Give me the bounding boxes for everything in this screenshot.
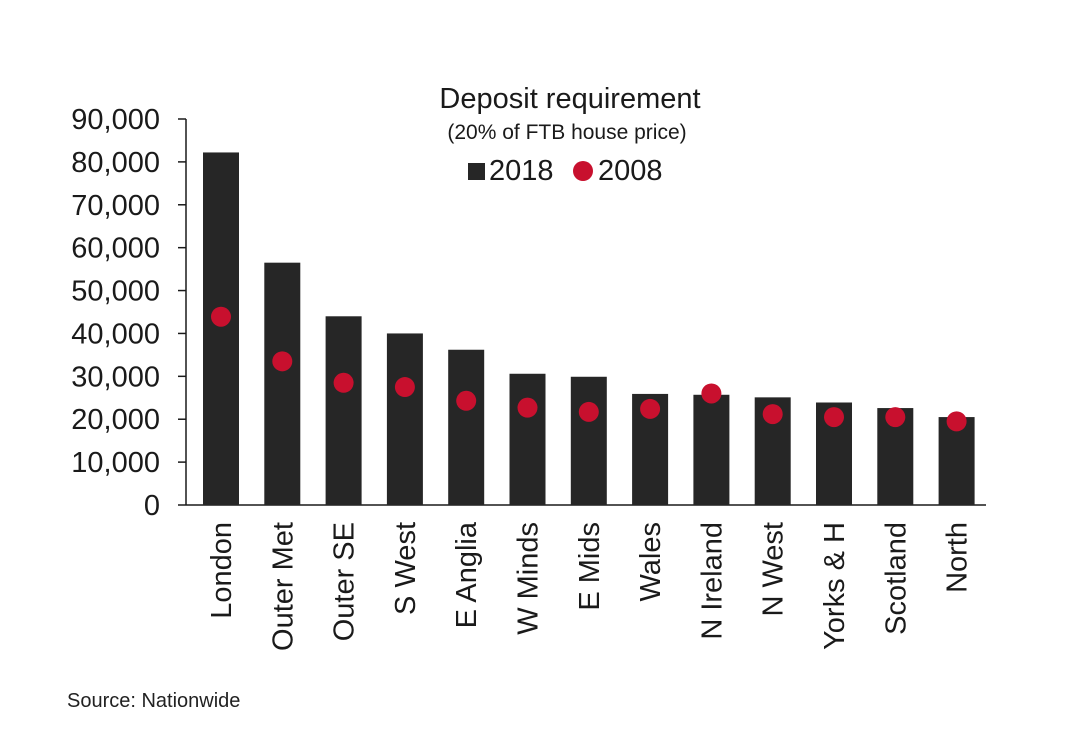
dot-2008 [762, 404, 783, 425]
dots-2008 [211, 306, 967, 432]
x-tick-label: North [942, 522, 974, 593]
x-tick-label: N Ireland [696, 522, 728, 640]
x-tick-label: Outer SE [329, 522, 361, 641]
dot-2008 [824, 407, 844, 428]
bar-2018 [264, 262, 301, 505]
x-tick-label: E Mids [574, 522, 606, 611]
y-tick-label: 50,000 [71, 276, 160, 308]
dot-2008 [578, 401, 599, 422]
x-tick-label: Scotland [880, 522, 912, 635]
x-tick-label: E Anglia [451, 521, 483, 628]
bar-2018 [203, 152, 239, 505]
dot-2008 [517, 397, 538, 418]
bar-2018 [325, 316, 362, 505]
dot-2008 [394, 377, 415, 398]
x-axis-labels: London Outer Met Outer SE S West E Anglia W M… [206, 521, 974, 651]
legend-label-2008: 2008 [598, 155, 663, 187]
legend: 2018 2008 [468, 155, 663, 187]
x-tick-label: Outer Met [267, 522, 299, 651]
dot-2008 [456, 390, 477, 411]
bar-2018 [509, 373, 546, 505]
bars-2018 [203, 152, 975, 505]
x-tick-label: London [206, 522, 238, 619]
dot-2008 [701, 383, 722, 404]
bar-2018 [448, 349, 485, 505]
y-tick-label: 60,000 [71, 233, 160, 265]
y-tick-label: 30,000 [71, 361, 160, 393]
bar-2018 [693, 394, 730, 505]
x-tick-label: S West [390, 522, 422, 615]
dot-2008 [333, 372, 354, 393]
chart-title: Deposit requirement [439, 83, 700, 115]
dot-2008 [640, 398, 661, 419]
legend-swatch-2018 [468, 163, 485, 180]
axes: 0 10,000 20,000 30,000 40,000 50,000 60,000 70,… [71, 104, 986, 522]
y-tick-label: 70,000 [71, 190, 160, 222]
x-tick-label: W Minds [513, 522, 545, 635]
x-tick-label: Yorks & H [819, 522, 851, 650]
dot-2008 [885, 407, 906, 428]
bar-2018 [570, 376, 607, 505]
y-tick-label: 40,000 [71, 318, 160, 350]
bar-2018 [938, 417, 975, 505]
legend-swatch-2008 [573, 161, 593, 181]
source-note: Source: Nationwide [67, 690, 240, 712]
dot-2008 [211, 306, 231, 327]
chart-subtitle: (20% of FTB house price) [447, 121, 686, 144]
y-tick-label: 20,000 [71, 404, 160, 436]
bar-2018 [386, 333, 423, 505]
dot-2008 [946, 411, 967, 432]
x-tick-label: Wales [635, 522, 667, 602]
y-tick-label: 80,000 [71, 147, 160, 179]
x-tick-label: N West [758, 522, 790, 617]
dot-2008 [272, 351, 293, 372]
y-tick-label: 0 [144, 490, 160, 522]
y-tick-label: 90,000 [71, 104, 160, 136]
y-tick-label: 10,000 [71, 447, 160, 479]
legend-label-2018: 2018 [489, 155, 554, 187]
